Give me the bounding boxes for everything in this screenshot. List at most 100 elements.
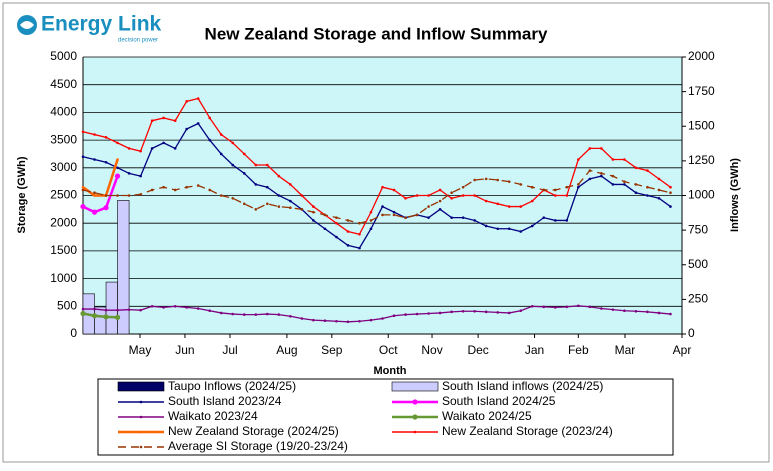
marker [461, 216, 465, 219]
marker [150, 119, 154, 123]
marker [669, 185, 672, 189]
marker [289, 206, 292, 209]
logo: Energy Link decision power [17, 13, 162, 44]
marker [507, 205, 511, 208]
marker [231, 163, 235, 167]
marker [530, 305, 534, 308]
marker [116, 141, 119, 145]
marker [588, 177, 592, 181]
marker [623, 309, 626, 313]
legend-label: New Zealand Storage (2023/24) [442, 424, 613, 438]
marker [381, 213, 384, 217]
marker [266, 312, 269, 316]
marker [150, 188, 154, 192]
marker [484, 310, 488, 314]
marker [600, 147, 603, 150]
marker [473, 178, 476, 182]
marker [530, 199, 534, 203]
marker [600, 307, 603, 310]
marker [392, 213, 396, 217]
marker [335, 235, 338, 239]
marker [496, 178, 499, 182]
y-tick-label: 4500 [50, 77, 77, 91]
marker [657, 196, 661, 200]
marker [116, 166, 119, 170]
x-axis-title: Month [374, 365, 407, 377]
marker [346, 230, 350, 233]
marker [231, 141, 235, 145]
marker [335, 319, 338, 323]
marker [104, 194, 108, 197]
marker [415, 213, 419, 217]
x-tick-label: May [129, 343, 152, 357]
legend-swatch [117, 381, 165, 392]
marker [127, 147, 131, 150]
legend-label: Taupo Inflows (2024/25) [168, 379, 296, 393]
marker [381, 185, 384, 189]
legend-marker [139, 415, 143, 419]
marker [219, 311, 223, 315]
marker [185, 306, 188, 309]
marker [231, 196, 235, 200]
marker [553, 306, 557, 309]
marker [104, 136, 108, 139]
marker [634, 191, 638, 195]
marker [150, 305, 154, 308]
marker [657, 311, 661, 315]
marker [208, 116, 212, 120]
marker [277, 205, 281, 208]
marker [588, 305, 592, 309]
marker [588, 169, 592, 172]
marker [646, 310, 649, 314]
marker [242, 313, 246, 316]
marker [392, 314, 396, 318]
marker [185, 185, 188, 189]
y-tick-label: 3500 [50, 132, 77, 146]
marker [162, 141, 165, 145]
legend-label: South Island 2023/24 [168, 394, 282, 408]
marker [116, 194, 119, 197]
bar [105, 281, 118, 335]
marker [173, 305, 177, 308]
marker [289, 199, 292, 203]
marker [473, 194, 476, 197]
marker [565, 219, 569, 222]
marker [392, 188, 396, 192]
marker [231, 312, 235, 316]
marker [254, 313, 258, 316]
marker [507, 311, 511, 315]
marker [404, 196, 407, 200]
marker [438, 208, 442, 211]
marker [358, 246, 361, 250]
marker [404, 313, 407, 316]
marker [427, 205, 430, 208]
bar [117, 200, 130, 335]
x-tick-label: Jun [175, 343, 194, 357]
marker [335, 216, 338, 219]
marker [277, 313, 281, 316]
marker [496, 202, 499, 206]
marker [369, 227, 373, 231]
marker [530, 185, 534, 189]
marker [242, 202, 246, 206]
x-tick-label: Aug [276, 343, 297, 357]
x-tick-label: Nov [421, 343, 442, 357]
marker [565, 185, 569, 189]
marker [553, 194, 557, 197]
marker [600, 174, 603, 178]
marker [300, 208, 304, 211]
marker [461, 185, 465, 189]
y2-tick-label: 1500 [688, 118, 715, 132]
y2-tick-label: 500 [688, 257, 708, 271]
marker [312, 219, 315, 222]
marker [484, 177, 488, 181]
marker [438, 199, 442, 203]
marker [300, 194, 304, 197]
y-tick-label: 500 [57, 298, 77, 312]
marker [254, 163, 258, 167]
line-series [82, 312, 118, 319]
marker [542, 305, 546, 309]
y-tick-label: 4000 [50, 105, 77, 119]
marker [565, 194, 569, 197]
marker [611, 158, 615, 161]
